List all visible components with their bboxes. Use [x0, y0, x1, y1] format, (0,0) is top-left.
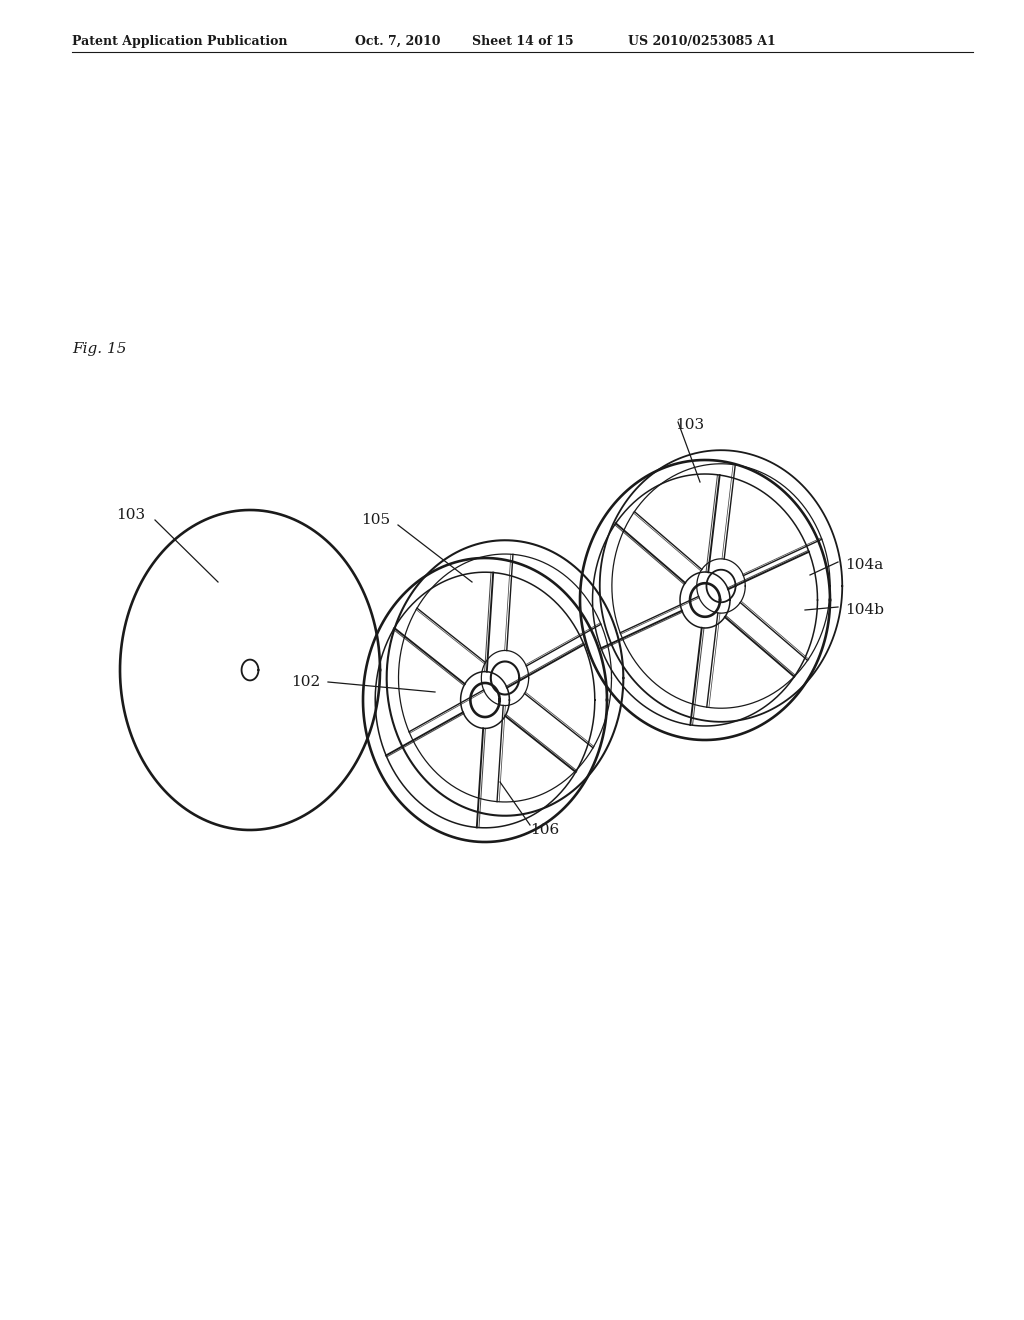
Text: Oct. 7, 2010: Oct. 7, 2010 — [355, 36, 440, 48]
Text: 104b: 104b — [845, 603, 884, 616]
Text: 106: 106 — [530, 822, 559, 837]
Text: 104a: 104a — [845, 558, 884, 572]
Text: Patent Application Publication: Patent Application Publication — [72, 36, 288, 48]
Text: US 2010/0253085 A1: US 2010/0253085 A1 — [628, 36, 776, 48]
Text: Sheet 14 of 15: Sheet 14 of 15 — [472, 36, 573, 48]
Text: 105: 105 — [360, 513, 390, 527]
Text: 103: 103 — [116, 508, 145, 521]
Text: Fig. 15: Fig. 15 — [72, 342, 127, 356]
Text: 102: 102 — [291, 675, 319, 689]
Text: 103: 103 — [675, 418, 705, 432]
